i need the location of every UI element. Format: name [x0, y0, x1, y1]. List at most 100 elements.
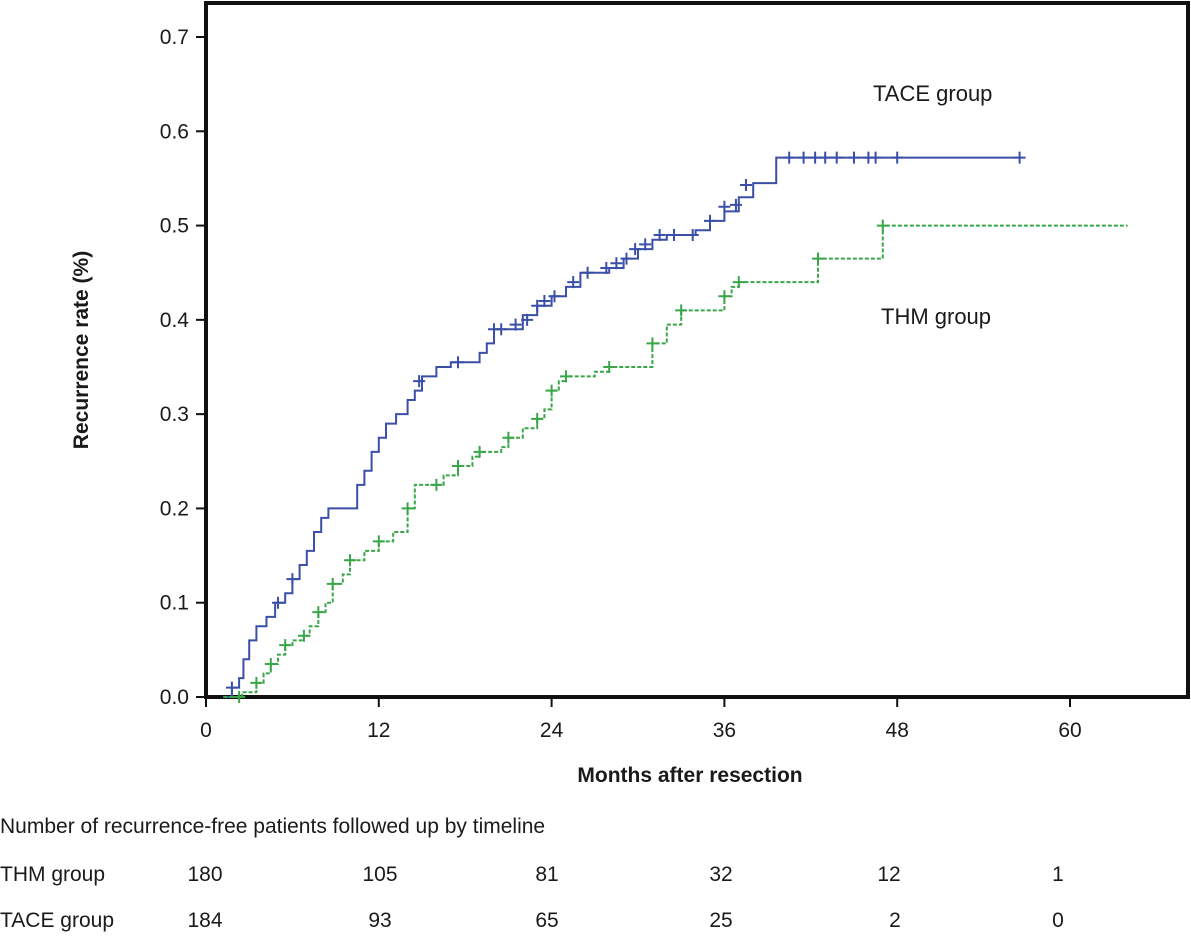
- y-tick-label: 0.6: [160, 120, 189, 143]
- censor-mark: [704, 214, 716, 227]
- series-tace: [223, 151, 1026, 698]
- censor-mark: [620, 252, 633, 265]
- censor-mark: [783, 151, 796, 164]
- censor-mark: [521, 313, 534, 326]
- risk-row-tace: TACE group 184 93 65 25 2 0: [0, 909, 1191, 935]
- risk-count: 93: [368, 909, 392, 932]
- series-layer: [223, 151, 1128, 703]
- censor-mark: [286, 573, 299, 586]
- censor-mark: [797, 151, 810, 164]
- series-thm: [223, 219, 1128, 703]
- y-tick-label: 0.4: [160, 309, 190, 332]
- censor-mark: [603, 361, 616, 373]
- risk-count: 81: [535, 863, 559, 886]
- censor-mark: [297, 629, 310, 642]
- risk-row-label: TACE group: [0, 909, 114, 932]
- censor-mark: [732, 276, 745, 289]
- censor-mark: [312, 606, 325, 619]
- censor-mark: [876, 219, 889, 232]
- risk-count: 180: [187, 863, 223, 886]
- censor-mark: [830, 151, 843, 164]
- censor-mark: [729, 198, 742, 211]
- y-tick-label: 0.7: [160, 26, 189, 49]
- censor-mark: [675, 304, 688, 317]
- censor-mark: [639, 238, 652, 251]
- censor-mark: [567, 276, 580, 289]
- x-tick-label: 60: [1058, 719, 1081, 742]
- risk-count: 0: [1052, 909, 1064, 932]
- x-tick-label: 0: [200, 719, 212, 742]
- y-tick-label: 0.1: [160, 592, 189, 615]
- censor-mark: [509, 318, 522, 331]
- censor-mark: [548, 290, 561, 303]
- censor-mark: [718, 200, 731, 213]
- series-line: [223, 156, 1020, 698]
- risk-count: 32: [709, 863, 733, 886]
- plot-frame: [204, 1, 1190, 699]
- x-tick-label: 48: [886, 719, 909, 742]
- risk-count: 105: [362, 863, 398, 886]
- x-tick-label: 36: [713, 719, 736, 742]
- risk-count: 12: [877, 863, 901, 886]
- censor-mark: [264, 658, 277, 670]
- risk-count: 1: [1052, 863, 1064, 886]
- censor-mark: [372, 535, 385, 548]
- censor-mark: [272, 596, 284, 609]
- y-tick-label: 0.5: [160, 215, 189, 238]
- x-axis-title: Months after resection: [577, 764, 802, 787]
- censor-mark: [452, 460, 464, 472]
- censor-mark: [326, 577, 339, 590]
- censor-mark: [819, 151, 832, 164]
- risk-table-caption: Number of recurrence-free patients follo…: [0, 815, 546, 838]
- censor-mark: [686, 229, 699, 241]
- y-tick-label: 0.3: [160, 403, 189, 426]
- censor-mark: [401, 502, 414, 515]
- censor-mark: [502, 431, 515, 444]
- censor-mark: [809, 151, 822, 164]
- km-chart: 0.0 0.1 0.2 0.3 0.4 0.5 0.6 0.7 0 12 24 36 48 60 Rec…: [70, 1, 1190, 787]
- censor-mark: [452, 356, 464, 369]
- censor-mark: [646, 337, 659, 350]
- x-tick-label: 24: [540, 719, 564, 742]
- censor-mark: [610, 257, 623, 270]
- censor-mark: [495, 323, 508, 336]
- tace-group-annotation: TACE group: [873, 81, 992, 106]
- censor-mark: [718, 290, 731, 303]
- censor-mark: [538, 295, 551, 307]
- censor-mark: [891, 151, 904, 164]
- censor-mark: [250, 676, 263, 689]
- y-axis-title: Recurrence rate (%): [70, 251, 93, 449]
- risk-row-label: THM group: [0, 863, 106, 886]
- censor-mark: [848, 151, 860, 164]
- y-axis: 0.0 0.1 0.2 0.3 0.4 0.5 0.6 0.7: [160, 26, 206, 709]
- censor-mark: [531, 299, 544, 312]
- censor-mark: [600, 262, 613, 274]
- x-axis: 0 12 24 36 48 60: [200, 697, 1082, 742]
- censor-mark: [279, 639, 292, 652]
- x-tick-label: 12: [367, 719, 390, 742]
- censor-mark: [430, 478, 443, 491]
- risk-row-thm: THM group 180 105 81 32 12 1: [0, 863, 1191, 889]
- risk-count: 65: [535, 909, 559, 932]
- censor-mark: [531, 412, 544, 425]
- censor-mark: [560, 370, 572, 383]
- censor-mark: [668, 229, 680, 241]
- censor-mark: [413, 375, 426, 388]
- censor-mark: [869, 151, 882, 164]
- risk-count: 2: [889, 909, 901, 932]
- censor-mark: [344, 554, 356, 567]
- censor-mark: [629, 243, 642, 256]
- censor-mark: [545, 384, 558, 397]
- censor-mark: [225, 681, 238, 694]
- censor-mark: [653, 229, 666, 241]
- censor-mark: [740, 179, 752, 192]
- censor-mark: [812, 252, 824, 265]
- censor-mark: [581, 266, 594, 279]
- censor-mark: [1013, 151, 1026, 164]
- censor-mark: [473, 445, 486, 458]
- y-tick-label: 0.0: [160, 686, 189, 709]
- censor-mark: [233, 691, 246, 703]
- risk-count: 25: [709, 909, 733, 932]
- y-tick-label: 0.2: [160, 497, 189, 520]
- risk-count: 184: [187, 909, 223, 932]
